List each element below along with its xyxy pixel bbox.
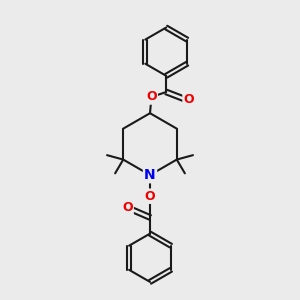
Text: N: N	[144, 168, 156, 182]
Text: O: O	[146, 91, 157, 103]
Text: O: O	[145, 190, 155, 203]
Text: O: O	[184, 93, 194, 106]
Text: O: O	[122, 201, 133, 214]
